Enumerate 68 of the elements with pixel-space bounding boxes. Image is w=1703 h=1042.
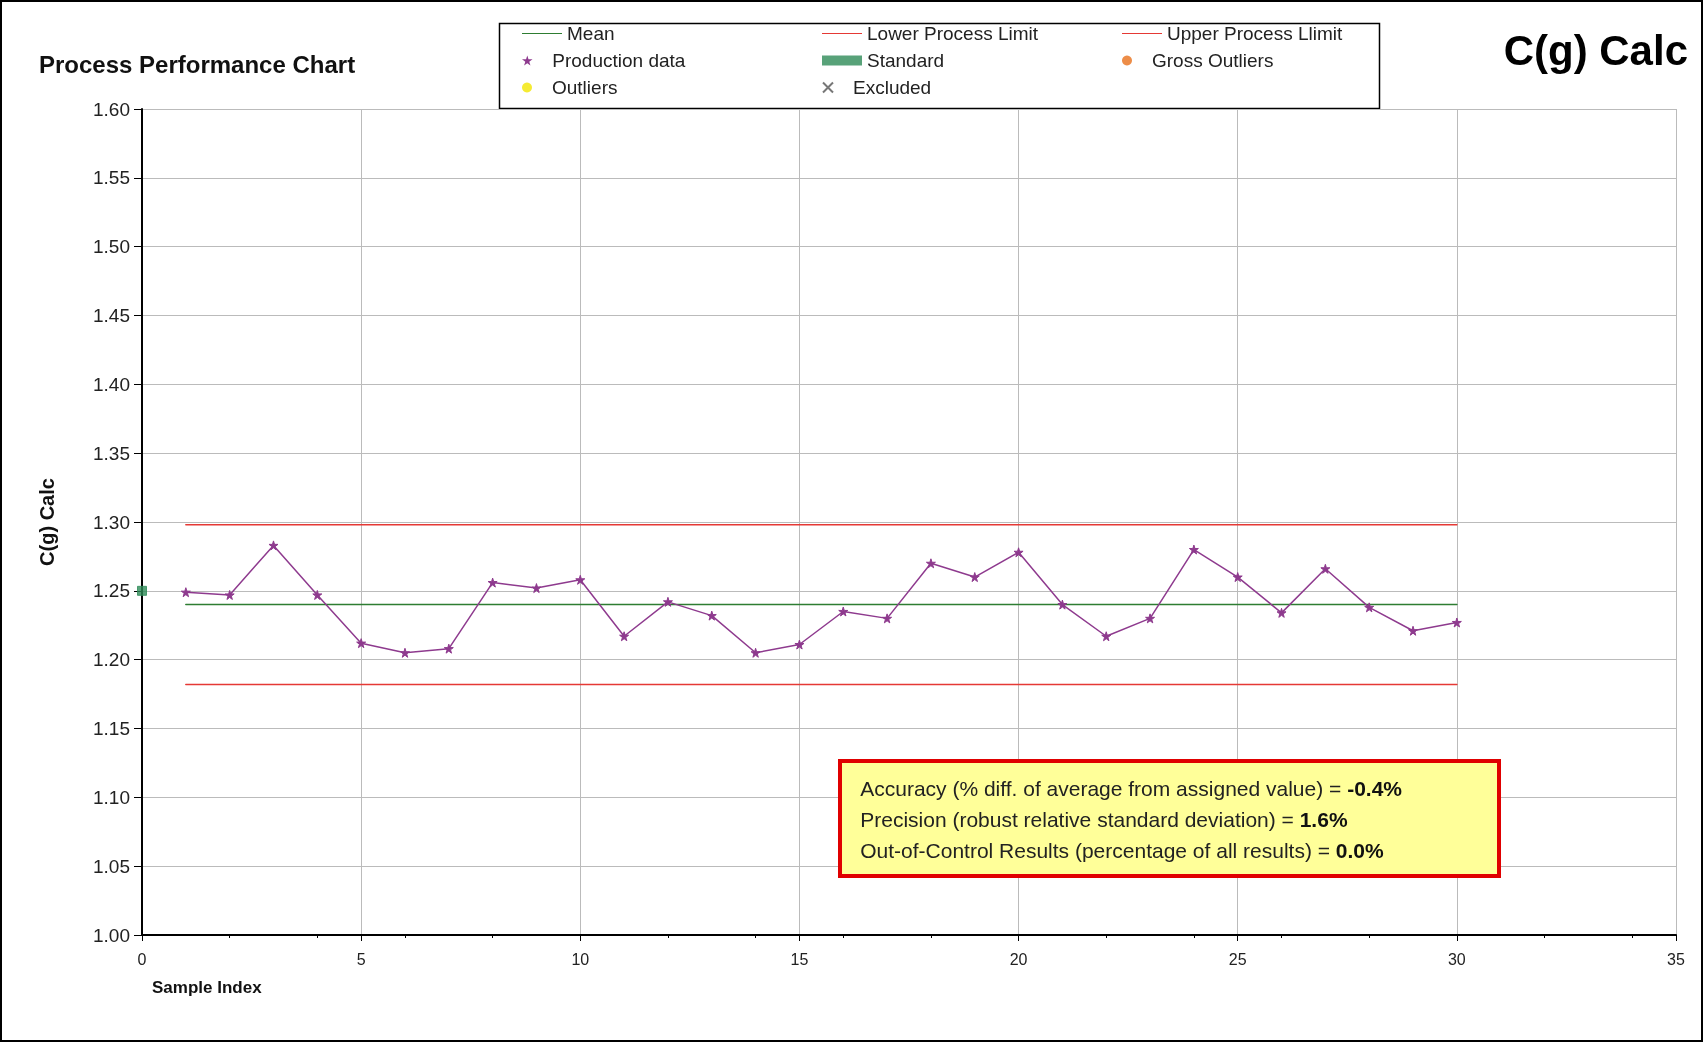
y-tick-label: 1.25: [93, 580, 130, 602]
point: [1232, 572, 1243, 583]
point: [531, 583, 542, 594]
x-tick-label: 5: [356, 950, 366, 968]
legend-label: Excluded: [853, 77, 932, 98]
x-tick-label: 10: [571, 950, 590, 968]
point: [312, 589, 323, 600]
x-tick-label: 15: [790, 950, 809, 968]
x-axis-title: Sample Index: [152, 978, 263, 997]
point: [925, 558, 936, 569]
x-tick-label: 35: [1667, 950, 1685, 968]
point: [443, 643, 454, 654]
y-tick-label: 1.40: [93, 373, 130, 395]
legend-label: Production data: [552, 50, 686, 71]
point: [356, 638, 367, 649]
legend-label: Lower Process Limit: [867, 23, 1039, 44]
y-tick-label: 1.10: [93, 786, 130, 808]
point: [224, 589, 235, 600]
y-tick-label: 1.55: [93, 167, 130, 189]
chart-title: Process Performance Chart: [39, 50, 356, 78]
point: [575, 574, 586, 585]
y-tick-label: 1.05: [93, 855, 130, 877]
point: [1451, 617, 1462, 628]
y-tick-label: 1.60: [93, 98, 130, 120]
y-tick-label: 1.50: [93, 236, 130, 258]
point: [882, 613, 893, 624]
annotation: Accuracy (% diff. of average from assigned value) = -0.4%: [860, 776, 1402, 802]
legend-label: Upper Process Llimit: [1167, 23, 1343, 44]
y-tick-label: 1.35: [93, 442, 130, 464]
note-box: Accuracy (% diff. of average from assigned value) = -0.4% Precision (robust relative standard deviation) = 1.6% Out-of-Control Results (percentage of all results) = 0.0%: [838, 759, 1501, 878]
point: [619, 631, 630, 642]
point: [1364, 602, 1375, 613]
point: [706, 610, 717, 621]
x-tick-label: 25: [1228, 950, 1247, 968]
legend-label: Gross Outliers: [1152, 50, 1274, 71]
point: [794, 639, 805, 650]
point: [487, 577, 498, 588]
y-tick-label: 1.00: [93, 924, 130, 946]
y-tick-label: 1.30: [93, 511, 130, 533]
point: [1276, 607, 1287, 618]
point: [1101, 631, 1112, 642]
x-tick-label: 20: [1009, 950, 1028, 968]
point: [1320, 563, 1331, 574]
point: [1057, 599, 1068, 610]
point: [662, 596, 673, 607]
point: [399, 647, 410, 658]
point: [969, 572, 980, 583]
point: [1013, 547, 1024, 558]
x-tick-label: 0: [137, 950, 147, 968]
legend-label: Outliers: [552, 77, 618, 98]
legend-label: Mean: [567, 23, 615, 44]
y-tick-label: 1.20: [93, 649, 130, 671]
annotation: Out-of-Control Results (percentage of all results) = 0.0%: [860, 838, 1385, 864]
point: [1408, 625, 1419, 636]
point: [1188, 544, 1199, 555]
point: [137, 585, 147, 596]
y-axis-title: C(g) Calc: [36, 478, 58, 566]
y-tick-label: 1.45: [93, 305, 130, 326]
chart-subtitle: C(g) Calc: [1503, 26, 1689, 74]
point: [1145, 613, 1156, 624]
x-tick-label: 30: [1447, 950, 1466, 968]
point: [750, 647, 761, 658]
y-tick-label: 1.15: [93, 718, 130, 739]
annotation: Precision (robust relative standard deviation) = 1.6%: [860, 807, 1349, 833]
point: [268, 540, 279, 551]
legend-label: Standard: [867, 50, 945, 71]
point: [838, 606, 849, 617]
point: [180, 587, 191, 598]
